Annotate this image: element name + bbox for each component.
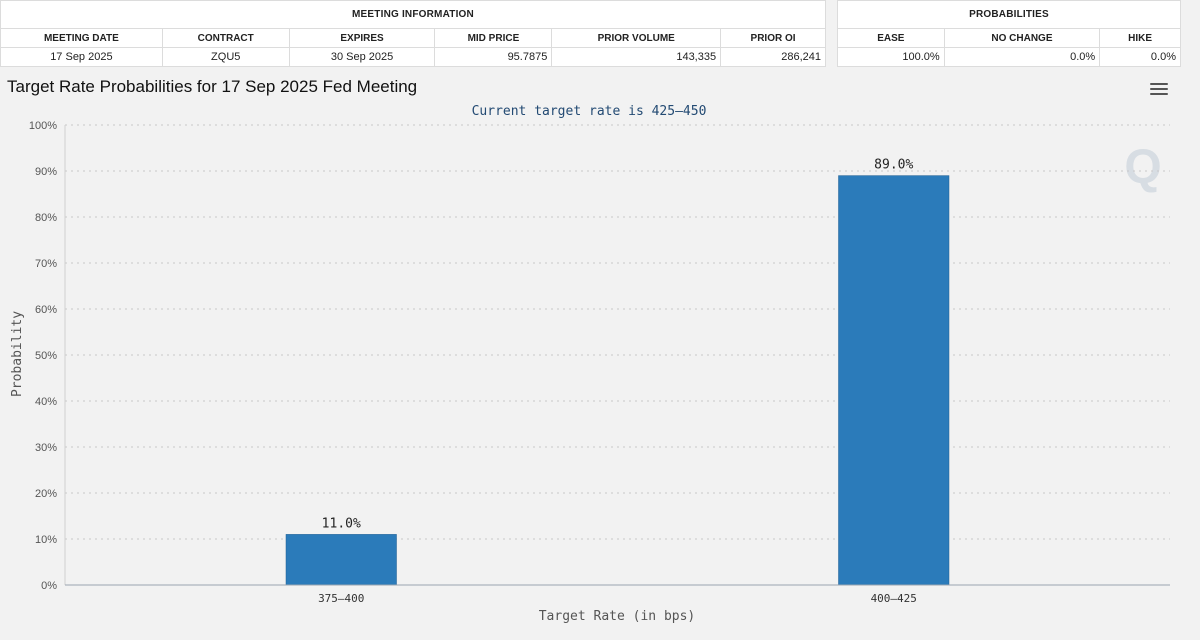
x-tick-labels: 375–400 400–425 bbox=[318, 592, 917, 605]
y-tick-label: 80% bbox=[35, 212, 57, 224]
y-axis-label: Probability bbox=[10, 311, 25, 397]
y-tick-label: 90% bbox=[35, 166, 57, 178]
y-tick-label: 100% bbox=[29, 120, 57, 132]
chart-subtitle: Current target rate is 425–450 bbox=[472, 104, 707, 119]
meeting-info-table: MEETING INFORMATION MEETING DATE CONTRAC… bbox=[0, 0, 826, 67]
y-tick-label: 20% bbox=[35, 488, 57, 500]
value-hike: 0.0% bbox=[1099, 47, 1181, 67]
x-tick-label: 375–400 bbox=[318, 592, 364, 605]
x-tick-label: 400–425 bbox=[871, 592, 917, 605]
y-tick-label: 60% bbox=[35, 304, 57, 316]
value-prior-oi: 286,241 bbox=[720, 47, 826, 67]
watermark-logo: Q bbox=[1124, 141, 1161, 194]
value-meeting-date: 17 Sep 2025 bbox=[0, 47, 163, 67]
meeting-info-title: MEETING INFORMATION bbox=[0, 0, 826, 29]
data-label: 11.0% bbox=[322, 516, 361, 531]
value-ease: 100.0% bbox=[837, 47, 945, 67]
y-tick-label: 0% bbox=[41, 580, 57, 592]
chart-menu-icon[interactable] bbox=[1150, 83, 1168, 97]
y-tick-labels: 0% 10% 20% 30% 40% 50% 60% 70% 80% 90% 100% bbox=[29, 120, 57, 592]
grid-lines bbox=[64, 124, 1170, 585]
y-tick-label: 70% bbox=[35, 258, 57, 270]
y-tick-label: 10% bbox=[35, 534, 57, 546]
probabilities-table: PROBABILITIES EASE NO CHANGE HIKE 100.0%… bbox=[837, 0, 1181, 67]
chart-title: Target Rate Probabilities for 17 Sep 202… bbox=[7, 77, 418, 96]
value-contract: ZQU5 bbox=[161, 47, 290, 67]
data-label: 89.0% bbox=[874, 158, 913, 173]
bar-1[interactable] bbox=[285, 534, 397, 586]
value-no-change: 0.0% bbox=[943, 47, 1101, 67]
bars: 11.0% 89.0% bbox=[285, 158, 950, 586]
y-tick-label: 40% bbox=[35, 396, 57, 408]
value-mid-price: 95.7875 bbox=[434, 47, 553, 67]
value-expires: 30 Sep 2025 bbox=[288, 47, 436, 67]
y-tick-label: 30% bbox=[35, 442, 57, 454]
y-tick-label: 50% bbox=[35, 350, 57, 362]
bar-2[interactable] bbox=[838, 175, 950, 586]
x-axis-label: Target Rate (in bps) bbox=[539, 609, 696, 624]
watermark-letter: Q bbox=[1124, 141, 1161, 194]
